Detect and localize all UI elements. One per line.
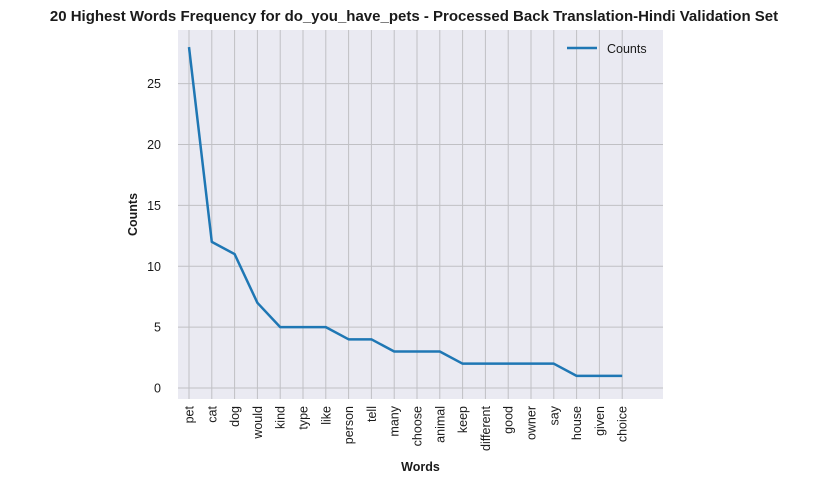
- x-tick-label: given: [593, 406, 607, 436]
- x-axis-label: Words: [401, 460, 440, 474]
- x-tick-label: person: [342, 406, 356, 444]
- x-tick-label: different: [479, 405, 493, 450]
- x-tick-label: would: [251, 406, 265, 440]
- x-tick-label: many: [388, 405, 402, 436]
- y-tick-label: 10: [147, 260, 161, 274]
- x-tick-label: dog: [228, 406, 242, 427]
- x-tick-label: choose: [411, 406, 425, 446]
- x-tick-label: type: [297, 406, 311, 430]
- x-tick-label: say: [547, 405, 561, 425]
- series-line-counts: [187, 46, 623, 378]
- chart-title: 20 Highest Words Frequency for do_you_ha…: [50, 8, 778, 25]
- x-tick-label: kind: [274, 406, 288, 429]
- y-tick-label: 20: [147, 138, 161, 152]
- series: [187, 46, 623, 378]
- x-tick-label: pet: [183, 405, 197, 423]
- x-ticks: pet cat dog would kind type like person tell many…: [183, 405, 630, 451]
- x-tick-label: keep: [456, 406, 470, 433]
- legend: Counts: [567, 42, 647, 56]
- plot-area: [178, 30, 663, 399]
- y-tick-label: 15: [147, 199, 161, 213]
- grid: [178, 30, 663, 399]
- y-axis-label: Counts: [126, 193, 140, 236]
- x-tick-label: house: [570, 406, 584, 440]
- legend-label: Counts: [607, 42, 647, 56]
- x-tick-label: animal: [433, 406, 447, 443]
- x-tick-label: cat: [205, 405, 219, 422]
- x-tick-label: choice: [616, 406, 630, 442]
- y-ticks: 0 5 10 15 20 25: [147, 77, 161, 395]
- x-tick-label: like: [319, 406, 333, 425]
- x-tick-label: good: [502, 406, 516, 434]
- x-tick-label: owner: [525, 406, 539, 440]
- x-tick-label: tell: [365, 406, 379, 422]
- y-tick-label: 25: [147, 77, 161, 91]
- y-tick-label: 0: [154, 382, 161, 396]
- y-tick-label: 5: [154, 321, 161, 335]
